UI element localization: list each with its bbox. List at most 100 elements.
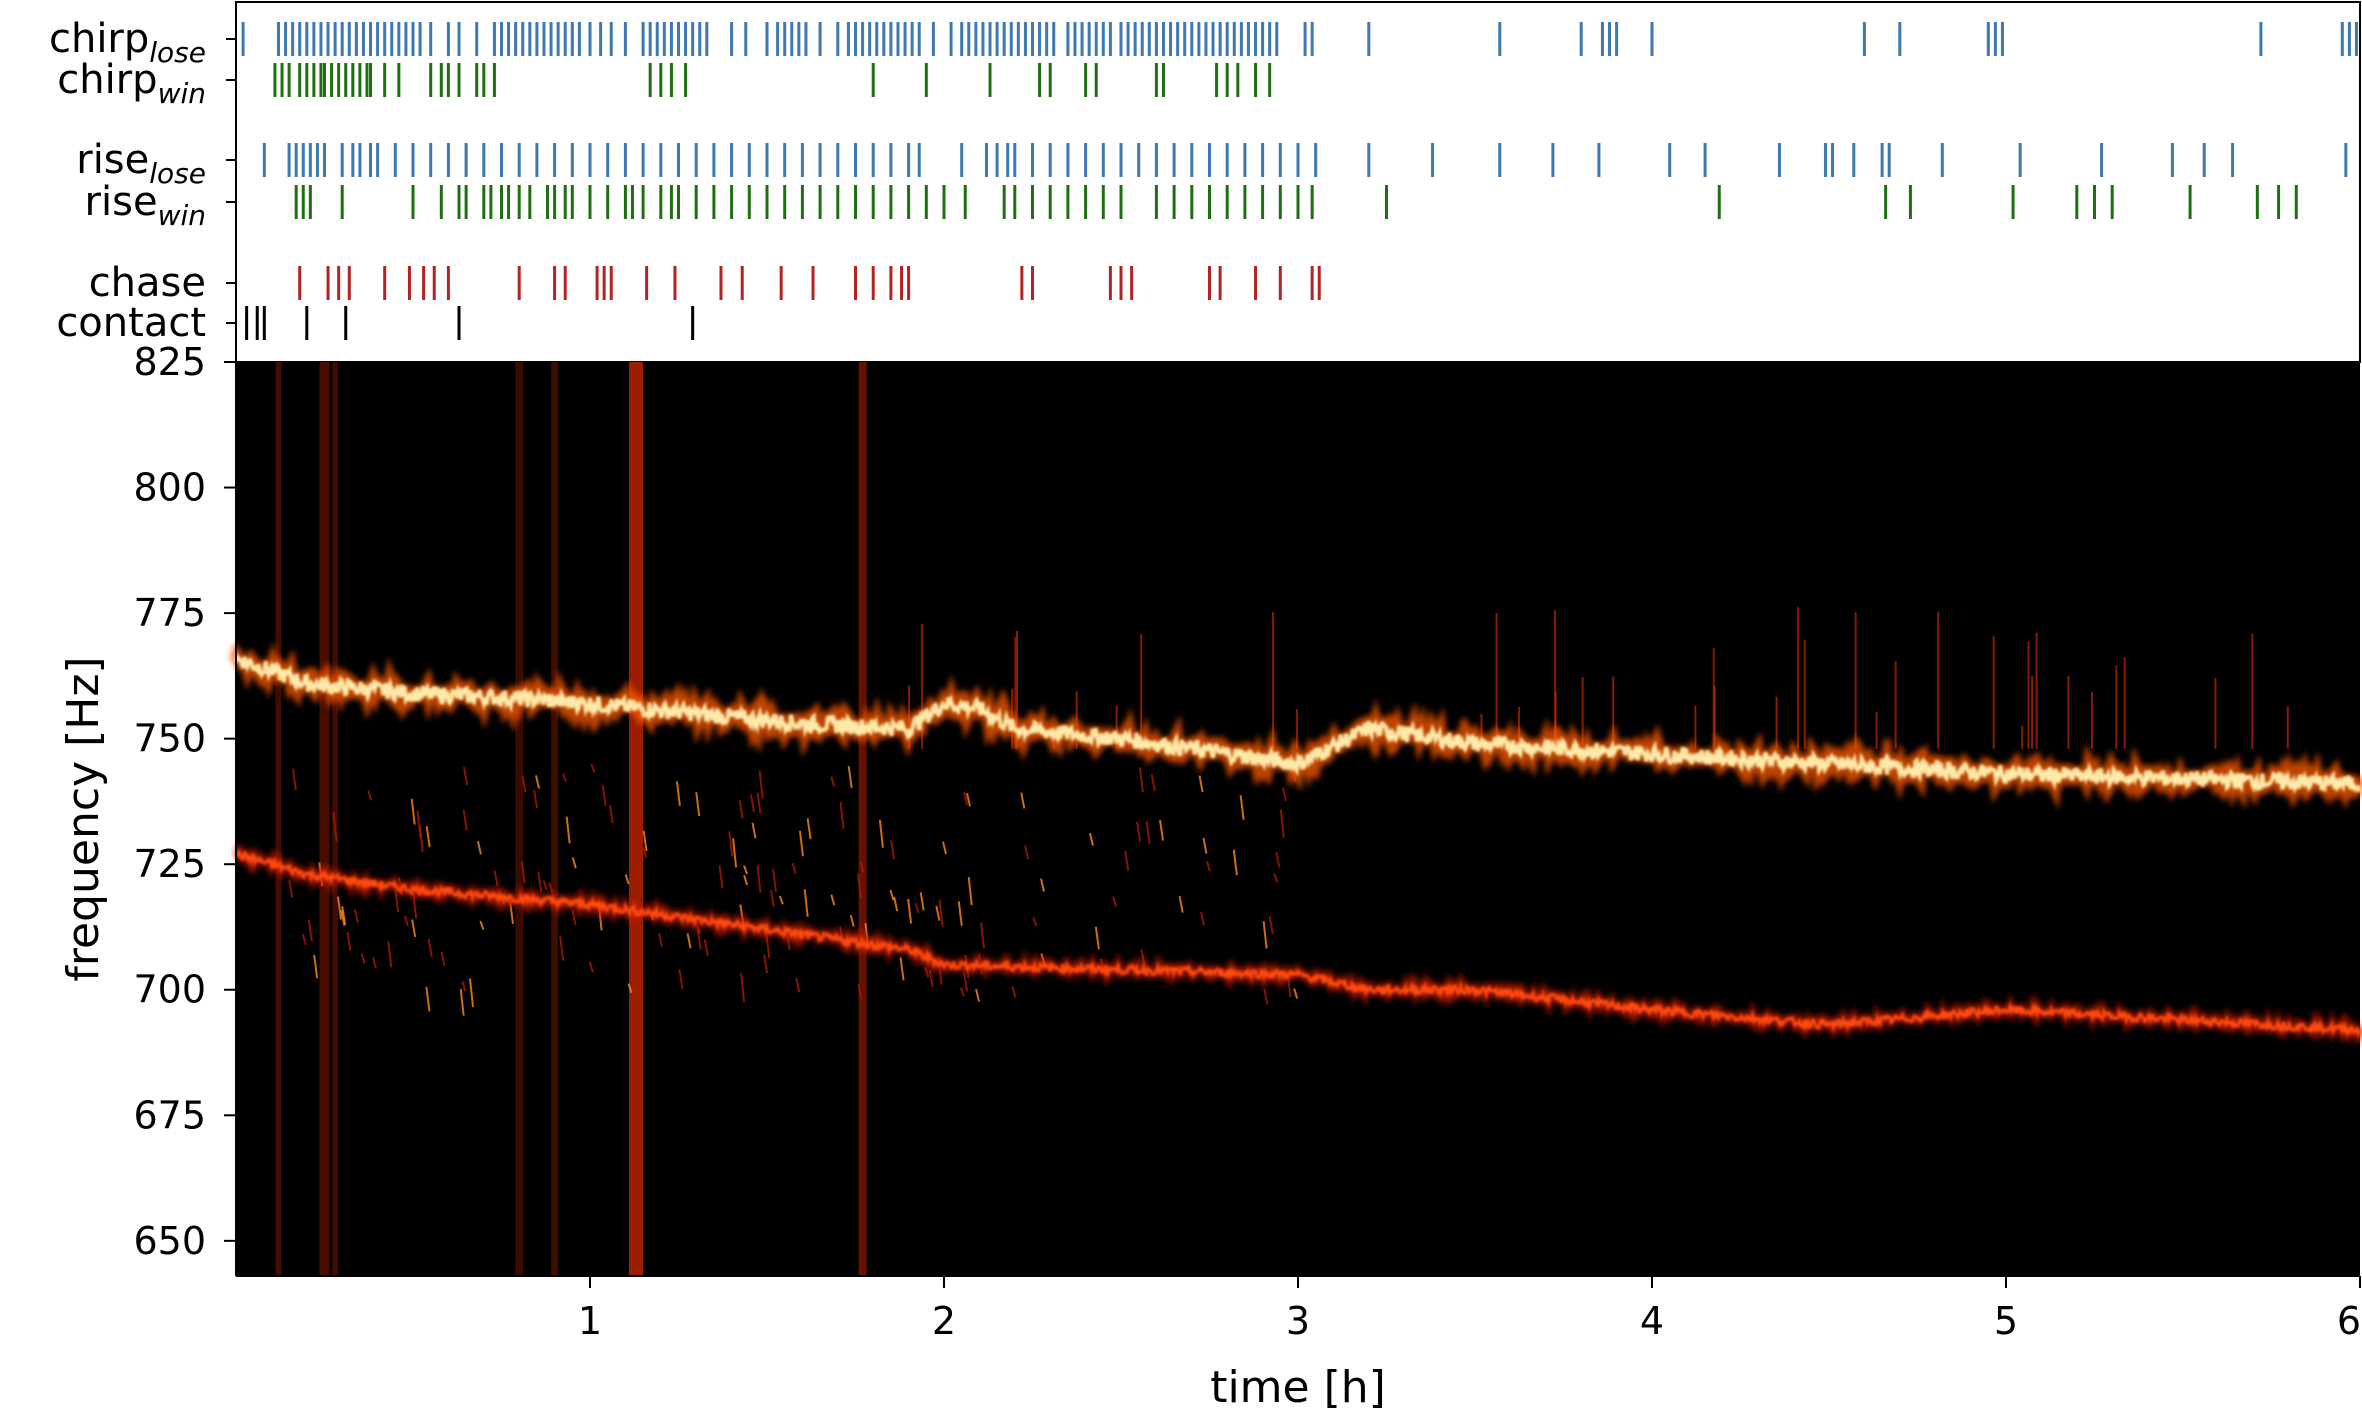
spectrogram-spark [758,771,764,799]
spectrogram-spark [340,910,346,927]
y-tick-label: 650 [133,1219,206,1263]
raster-row-label: contact [56,300,206,346]
spectrogram-spark [601,784,607,806]
spectrogram-spark [959,987,965,997]
spectrogram-spark [590,763,596,773]
spectrogram-noise-stripe [319,362,330,1276]
spectrogram-spark [1239,795,1245,820]
spectrogram-spark [462,809,468,831]
spectrogram-spark [686,933,692,949]
x-tick-label: 3 [1286,1299,1310,1343]
spectrogram-spark [778,895,784,905]
spectrogram-spark [1011,986,1017,998]
spectrogram-spark [889,889,895,901]
spectrogram-spark [806,818,812,840]
spectrogram-spark [772,868,778,892]
spectrogram-spark [624,874,630,885]
spectrogram-spark [919,892,925,911]
raster-events [241,22,2358,340]
y-tick-label: 825 [133,340,206,384]
spectrogram-spark [798,830,804,857]
spectrogram-spark [1206,860,1211,872]
spectrogram-spark [878,819,884,848]
spectrogram-spark [1200,911,1206,926]
x-tick-label: 1 [578,1299,602,1343]
y-axis: 825 800 775 750 725 700 675 650 [133,340,237,1276]
spectrogram-spark [695,792,701,817]
spectrogram-spark [353,909,359,923]
spectrogram-spark [1088,832,1094,846]
spectrogram-spark [476,840,482,855]
y-tick-label: 775 [133,591,206,635]
spectrogram-spark [703,939,709,957]
spectrogram-spark [1020,792,1026,809]
spectrogram-spark [928,970,934,988]
track-line-fish2 [234,848,2362,1039]
spectrogram-spark [548,882,554,893]
spectrogram-panel: 825 800 775 750 725 700 675 650 1 2 3 4 5 6 frequenc… [58,340,2362,1413]
spectrogram-spark [461,981,467,992]
spectrogram-spark [1178,895,1184,913]
spectrogram-spark [1024,845,1030,860]
spectrogram-noise-stripe [629,362,644,1276]
spectrogram-spark [907,898,913,924]
spectrogram-spark [1268,916,1274,935]
spectrogram-spark [642,846,648,858]
spectrogram-noise-stripe [551,362,559,1276]
raster-row-label: chirplose [49,16,206,69]
spectrogram-spark [521,776,527,793]
spectrogram-spark [1198,775,1204,793]
spectrogram-spark [608,804,614,824]
track-line-fish1 [234,652,2362,795]
spectrogram-spark [571,857,577,869]
spectrogram-spark [307,919,313,942]
spectrogram-spark [839,801,845,829]
spectrogram-spark [914,902,920,914]
spectrogram-spark [520,861,526,884]
spectrogram-spark [942,841,947,855]
spectrogram-spark [372,956,377,969]
spectrogram-spark [367,790,373,801]
spectrogram-noise-stripe [858,362,867,1276]
raster-row-label: chirpwin [57,57,206,110]
spectrogram-spark [1145,820,1151,845]
spectrogram-spark [288,879,294,898]
spectrogram-spark [847,765,853,789]
spectrogram-spark [1136,821,1142,842]
spectrogram-spark [1150,774,1156,792]
spectrogram-background [236,362,2360,1276]
spectrogram-spark [795,977,801,993]
spectrogram-spark [313,954,319,979]
spectrogram-spark [403,915,409,927]
x-tick-label: 2 [932,1299,956,1343]
y-tick-label: 800 [133,466,206,510]
spectrogram-spark [738,800,744,819]
spectrogram-spark [1040,878,1045,892]
spectrogram-spark [1138,767,1144,793]
spectrogram-spark [857,873,863,899]
x-tick-label: 6 [2337,1299,2361,1343]
y-axis-label: frequency [Hz] [58,656,109,981]
spectrogram-spark [1263,989,1269,1005]
spectrogram-spark [849,914,855,927]
spectrogram-spark [346,931,352,951]
spectrogram-noise-stripe [275,362,282,1276]
spectrogram-spark [410,798,416,825]
spectrogram-noise-stripe [515,362,524,1276]
spectrogram-spark [1202,837,1208,854]
spectrogram-spark [751,822,757,839]
spectrogram-spark [301,934,307,946]
spectrogram-spark [387,941,393,968]
spectrogram-spark [535,775,540,789]
spectrogram-spark [493,870,499,886]
spectrogram-spark [890,840,896,860]
spectrogram-spark [332,811,338,842]
spectrogram-spark [1032,917,1038,927]
raster-row-label: risewin [85,179,206,232]
spectrogram-spark [1275,851,1281,868]
spectrogram-spark [967,876,973,906]
spectrogram-spark [1232,849,1238,876]
spectrogram-spark [642,830,648,852]
